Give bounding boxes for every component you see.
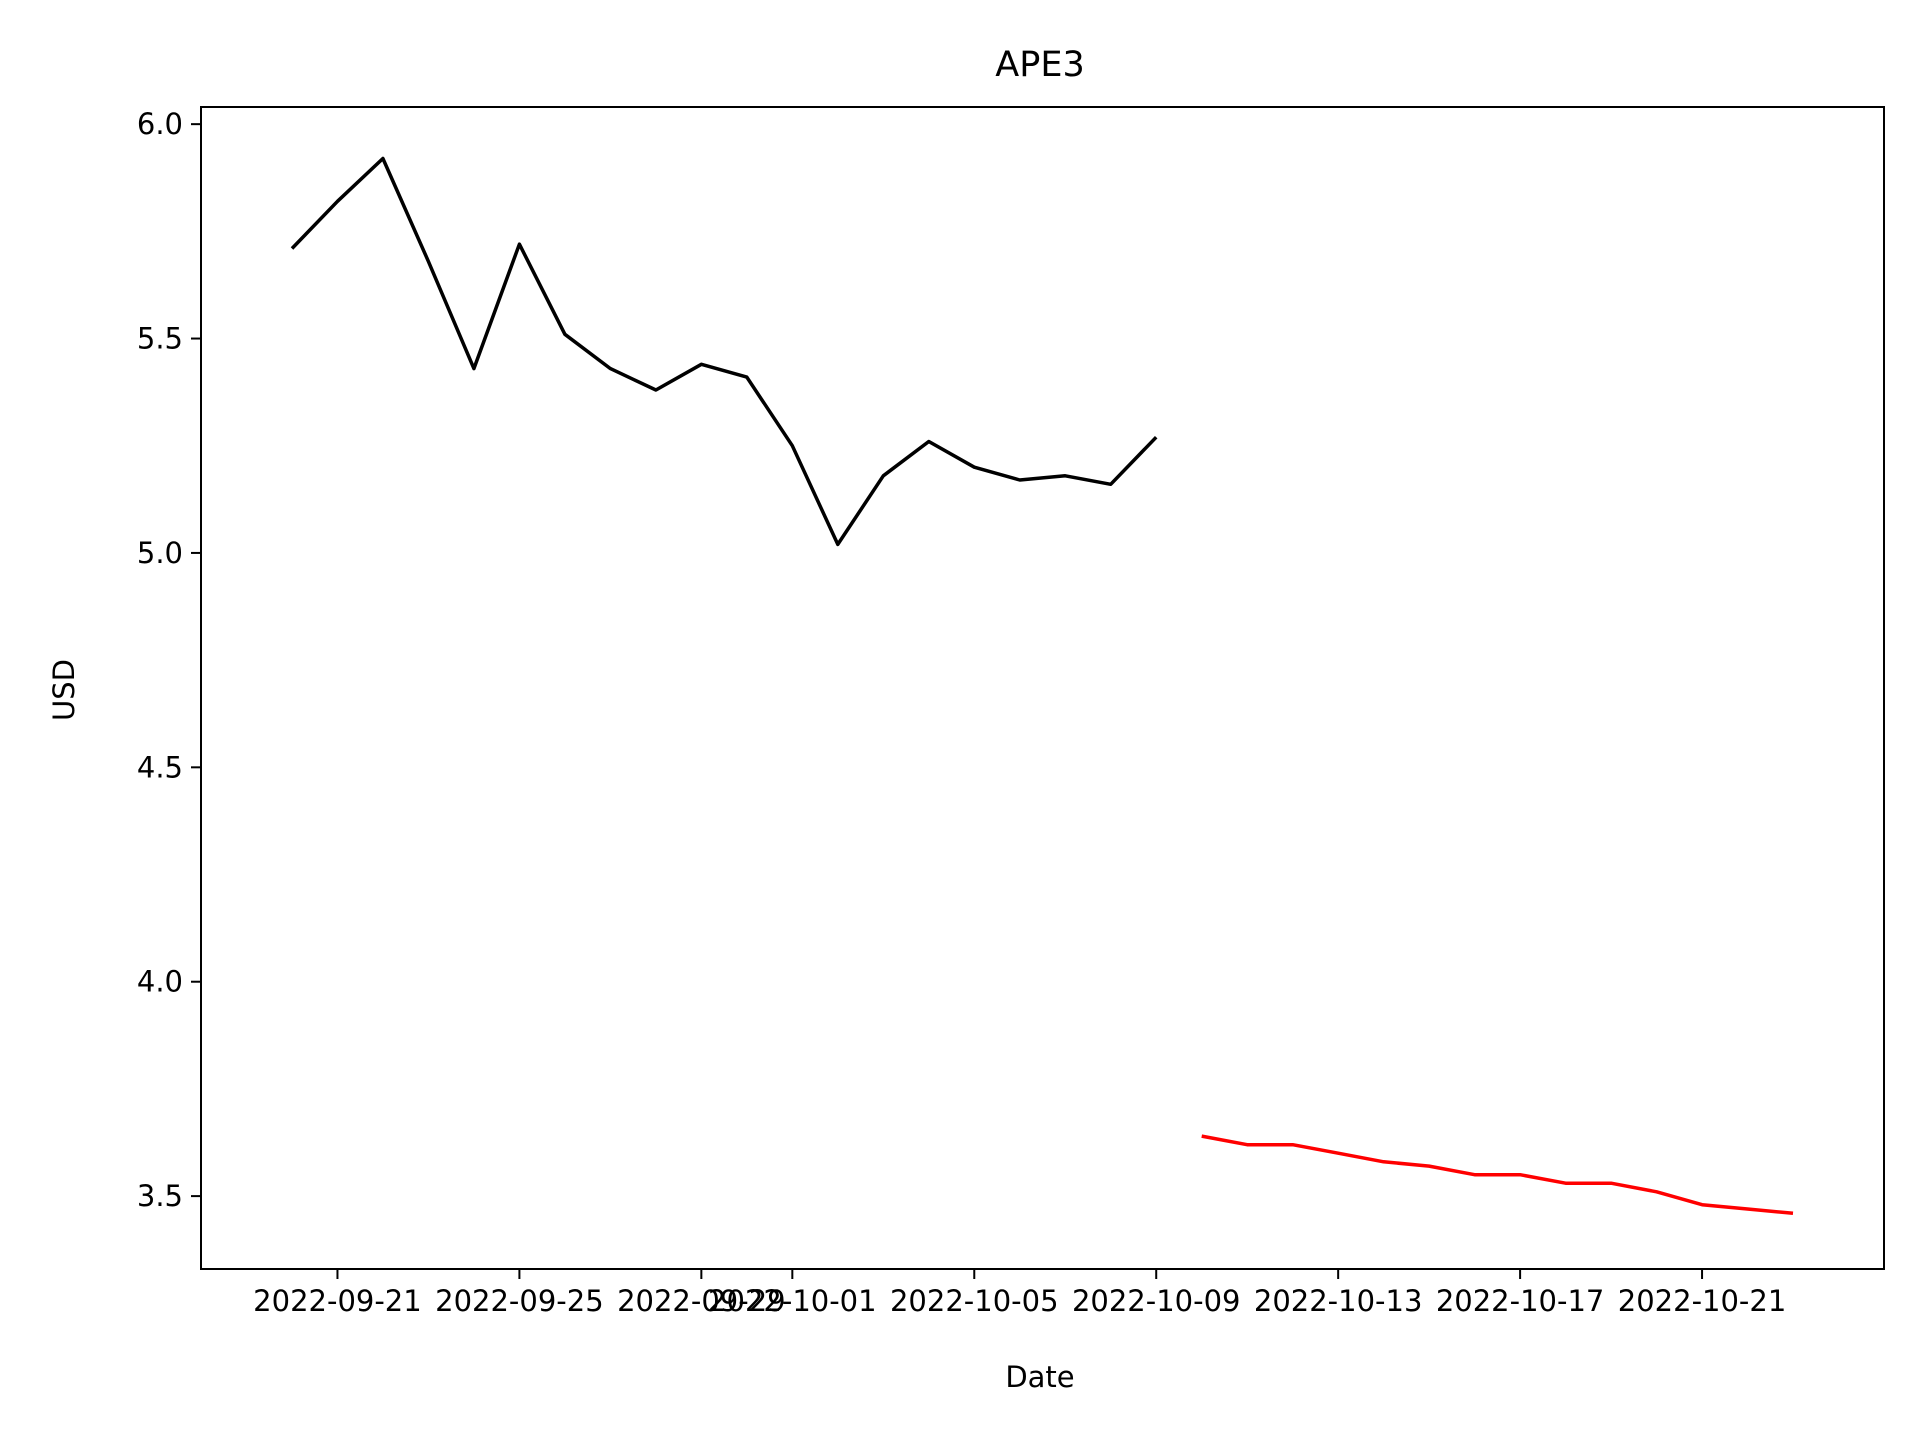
y-tick-label: 4.0 [137,965,183,999]
series-layer [290,156,1794,1216]
y-axis-label: USD [47,659,81,721]
x-tick-label: 2022-10-05 [890,1284,1059,1318]
y-tick-label: 5.5 [137,322,183,356]
x-tick-label: 2022-09-29 [617,1284,786,1318]
x-tick-label: 2022-10-17 [1436,1284,1605,1318]
y-tick-label: 4.5 [137,750,183,784]
x-tick-label: 2022-09-25 [435,1284,604,1318]
x-tick-label: 2022-09-21 [253,1284,422,1318]
tick-layer: 2022-09-21 2022-09-25 2022-09-292022-10-01… [137,107,1786,1318]
plot-frame [200,106,1885,1270]
series-line-1 [290,156,1158,547]
y-tick-label: 6.0 [137,107,183,141]
x-tick-label: 2022-10-13 [1254,1284,1423,1318]
x-axis-label: Date [1005,1360,1074,1394]
x-tick-label: 2022-10-21 [1618,1284,1787,1318]
x-tick-label: 2022-10-09 [1072,1284,1241,1318]
y-tick-label: 5.0 [137,536,183,570]
series-line-2 [1201,1134,1794,1216]
x-tick-label: 2022-10-01 [708,1284,877,1318]
y-tick-label: 3.5 [137,1179,183,1213]
chart-title: APE3 [995,45,1084,85]
